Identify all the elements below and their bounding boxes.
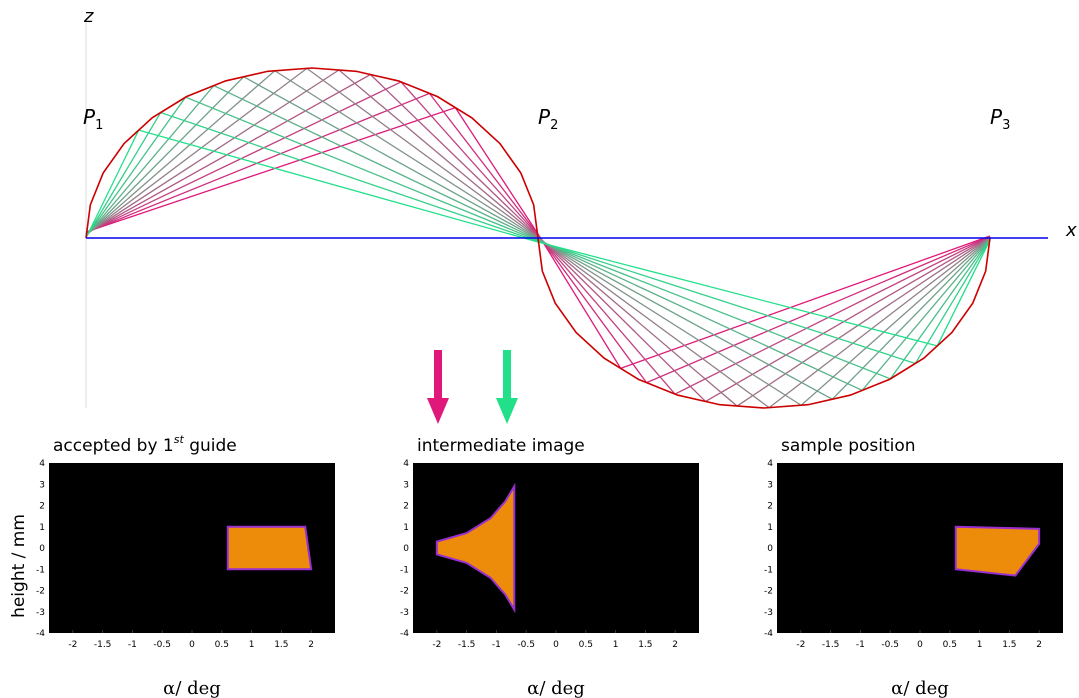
x-tick-label: -1 <box>856 640 865 650</box>
point-p1-label: P1 <box>83 105 103 133</box>
x-tick-label: -1.5 <box>822 640 840 650</box>
y-tick-label: -4 <box>400 629 409 639</box>
y-tick-label: -3 <box>400 608 409 618</box>
x-tick-label: 1.5 <box>1002 640 1016 650</box>
guide-outline <box>85 67 991 409</box>
accepted-region <box>954 525 1041 577</box>
panel-1: accepted by 1st guide -2 -1.5 -1 -0.5 0 0.5 1 1.… <box>36 433 335 698</box>
y-tick-label: 0 <box>767 544 773 554</box>
y-tick-label: -2 <box>764 587 773 597</box>
pink-arrow <box>427 350 449 424</box>
y-tick-label: 1 <box>39 523 45 533</box>
y-tick-label: -2 <box>36 587 45 597</box>
x-tick-label: -0.5 <box>881 640 899 650</box>
x-tick-label: 0.5 <box>215 640 229 650</box>
x-tick-label: 1 <box>977 640 983 650</box>
x-tick-label: 1.5 <box>638 640 652 650</box>
arrows <box>427 350 518 424</box>
y-tick-label: 0 <box>39 544 45 554</box>
panel-title: sample position <box>781 436 916 456</box>
x-tick-label: 0 <box>917 640 923 650</box>
y-tick-label: 1 <box>403 523 409 533</box>
x-tick-label: -1 <box>128 640 137 650</box>
y-axis-title: height / mm <box>9 514 29 618</box>
x-tick-label: 0 <box>553 640 559 650</box>
y-tick-label: 4 <box>39 459 45 469</box>
x-tick-label: 0 <box>189 640 195 650</box>
point-p3-label: P3 <box>990 105 1010 133</box>
x-axis-label: x <box>1065 220 1077 241</box>
x-tick-label: 2 <box>308 640 314 650</box>
accepted-region <box>435 482 516 614</box>
y-tick-label: 2 <box>767 502 773 512</box>
y-tick-label: -4 <box>36 629 45 639</box>
green-arrow <box>496 350 518 424</box>
y-tick-label: 1 <box>767 523 773 533</box>
panel-2: intermediate image -2 -1.5 -1 -0.5 0 0.5 1 1.5 2 4… <box>400 436 699 698</box>
x-tick-label: -1 <box>492 640 501 650</box>
y-tick-label: -3 <box>36 608 45 618</box>
y-tick-label: -1 <box>764 565 773 575</box>
y-tick-label: 4 <box>403 459 409 469</box>
x-tick-label: -2 <box>796 640 805 650</box>
guide-lower <box>537 237 991 409</box>
z-axis-label: z <box>83 6 94 27</box>
x-tick-label: 1 <box>613 640 619 650</box>
y-tick-label: -4 <box>764 629 773 639</box>
x-axis-title: α/ deg <box>163 678 221 698</box>
x-tick-label: -0.5 <box>153 640 171 650</box>
x-tick-label: 0.5 <box>579 640 593 650</box>
y-tick-label: -3 <box>764 608 773 618</box>
y-tick-label: -2 <box>400 587 409 597</box>
phase-space-panels: accepted by 1st guide -2 -1.5 -1 -0.5 0 0.5 1 1.… <box>36 433 1063 698</box>
x-tick-label: -1.5 <box>94 640 112 650</box>
panel-title: accepted by 1st guide <box>53 433 237 456</box>
y-tick-label: 3 <box>39 480 45 490</box>
x-tick-label: -2 <box>432 640 441 650</box>
panel-title: intermediate image <box>417 436 585 456</box>
x-tick-label: -1.5 <box>458 640 476 650</box>
point-p2-label: P2 <box>538 105 558 133</box>
panel-3: sample position -2 -1.5 -1 -0.5 0 0.5 1 1.5 2 4 3 2 1… <box>764 436 1063 698</box>
x-axis-title: α/ deg <box>527 678 585 698</box>
accepted-region <box>226 525 313 571</box>
x-tick-label: 1.5 <box>274 640 288 650</box>
y-tick-label: -1 <box>400 565 409 575</box>
x-tick-label: -2 <box>68 640 77 650</box>
y-tick-label: 4 <box>767 459 773 469</box>
y-tick-label: 3 <box>403 480 409 490</box>
x-tick-label: 1 <box>249 640 255 650</box>
y-tick-label: 2 <box>39 502 45 512</box>
x-tick-label: 2 <box>1036 640 1042 650</box>
guide-upper <box>85 67 539 239</box>
x-tick-label: -0.5 <box>517 640 535 650</box>
y-tick-label: 3 <box>767 480 773 490</box>
y-tick-label: -1 <box>36 565 45 575</box>
y-tick-label: 2 <box>403 502 409 512</box>
x-tick-label: 2 <box>672 640 678 650</box>
x-tick-label: 0.5 <box>943 640 957 650</box>
guide-diagram: z x P1 P2 P3 <box>83 6 1077 424</box>
x-axis-title: α/ deg <box>891 678 949 698</box>
y-tick-label: 0 <box>403 544 409 554</box>
